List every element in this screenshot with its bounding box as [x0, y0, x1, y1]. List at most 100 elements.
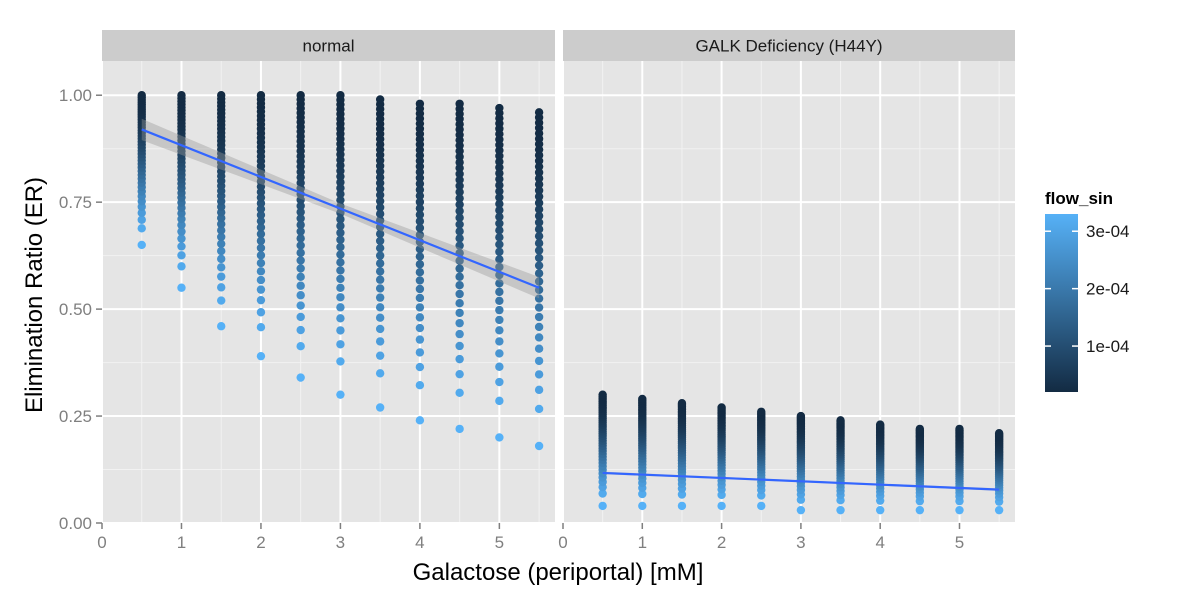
data-point [375, 95, 385, 104]
data-point [177, 91, 186, 100]
data-point [495, 103, 504, 113]
data-point [717, 403, 726, 412]
data-point [495, 279, 504, 288]
data-point [415, 268, 425, 277]
data-point [455, 318, 464, 328]
data-point [455, 169, 464, 179]
data-point [598, 501, 607, 511]
data-point [534, 192, 544, 201]
data-point [415, 303, 425, 312]
data-point [955, 505, 964, 515]
data-point [336, 390, 345, 399]
data-point [495, 187, 504, 196]
data-point [836, 505, 845, 515]
data-point [296, 227, 305, 236]
data-point [495, 193, 504, 202]
data-point [375, 324, 385, 334]
data-point [256, 223, 266, 232]
data-point [336, 266, 345, 275]
data-point [296, 207, 305, 217]
data-point [296, 373, 305, 382]
data-point [495, 287, 504, 297]
data-point [534, 225, 544, 234]
data-point [375, 351, 385, 360]
y-axis-title: Elimination Ratio (ER) [21, 177, 48, 413]
data-point [534, 303, 544, 312]
data-point [375, 284, 385, 293]
data-point [534, 370, 544, 379]
data-point [415, 348, 425, 357]
data-point [336, 242, 345, 252]
data-point [375, 203, 385, 212]
data-point [534, 253, 544, 263]
data-point [455, 175, 464, 185]
data-point [455, 234, 464, 243]
data-point [296, 312, 305, 322]
data-point [375, 293, 385, 302]
data-point [256, 251, 266, 260]
data-point [757, 501, 766, 511]
data-point [534, 441, 544, 451]
data-point [375, 303, 385, 312]
data-point [415, 276, 425, 285]
data-point [415, 293, 425, 303]
data-point [495, 262, 504, 272]
data-point [256, 210, 266, 220]
data-point [137, 208, 146, 218]
data-point [375, 251, 385, 260]
data-point [534, 333, 544, 342]
facet-panel-2: GALK Deficiency (H44Y) [562, 30, 1015, 524]
data-point [638, 501, 647, 511]
data-point [415, 323, 425, 333]
data-point [296, 301, 305, 310]
data-point [336, 195, 345, 205]
data-point [296, 214, 305, 223]
facet-strip-bg [563, 30, 1015, 61]
data-point [177, 251, 186, 260]
data-point [336, 228, 345, 237]
x-tick-label: 5 [955, 533, 964, 552]
data-point [495, 163, 504, 172]
data-point [415, 244, 425, 254]
data-point [256, 236, 266, 246]
data-point [296, 91, 305, 100]
data-point [415, 260, 425, 269]
data-point [455, 424, 464, 434]
data-point [677, 501, 687, 511]
data-point [375, 267, 385, 276]
data-point [296, 325, 305, 335]
data-point [994, 428, 1004, 438]
data-point [495, 233, 504, 242]
data-point [415, 416, 425, 425]
data-point [375, 178, 385, 188]
x-tick-label: 1 [177, 533, 186, 552]
data-point [534, 168, 544, 177]
data-point [495, 247, 504, 256]
data-point [415, 179, 425, 188]
data-point [177, 262, 186, 271]
data-points [137, 91, 544, 451]
data-point [336, 357, 345, 366]
data-point [534, 312, 544, 322]
data-point [495, 296, 504, 305]
data-point [296, 264, 305, 273]
panels-layer: normal GALK Deficiency (H44Y) [101, 30, 1015, 524]
facet-strip-label: GALK Deficiency (H44Y) [695, 37, 882, 56]
x-tick-label: 2 [717, 533, 726, 552]
data-point [375, 369, 385, 378]
data-point [534, 269, 544, 278]
data-point [256, 295, 266, 305]
data-point [455, 289, 464, 299]
data-point [217, 232, 226, 242]
fit-line [602, 471, 1000, 491]
legend-tick-label: 1e-04 [1086, 337, 1129, 356]
data-point [375, 184, 385, 194]
data-point [336, 215, 345, 224]
data-point [415, 335, 425, 344]
data-point [455, 99, 464, 108]
data-point [375, 337, 385, 346]
data-point [415, 284, 425, 294]
data-point [717, 501, 726, 511]
data-point [256, 243, 266, 253]
data-point [375, 403, 385, 412]
